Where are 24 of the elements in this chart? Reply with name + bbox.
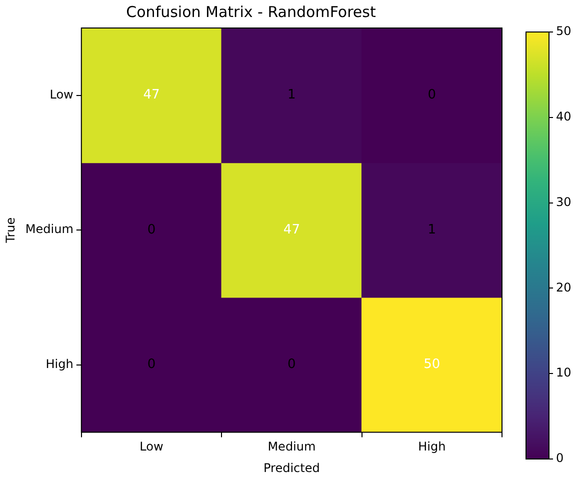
color-bar-label: 30 xyxy=(556,194,572,209)
x-axis-title: Predicted xyxy=(264,460,320,475)
y-tick-label: Low xyxy=(50,87,74,102)
data-label: 50 xyxy=(424,357,440,372)
color-bar-label: 50 xyxy=(556,24,572,38)
x-tick-label: Medium xyxy=(268,440,316,454)
data-label: 0 xyxy=(428,88,436,103)
color-bar-label: 0 xyxy=(556,451,564,466)
data-label: 1 xyxy=(428,222,436,238)
data-label: 0 xyxy=(147,357,156,372)
chart-title: Confusion Matrix - RandomForest xyxy=(126,2,376,21)
y-axis-title: True xyxy=(3,217,18,244)
color-bar-label: 10 xyxy=(556,366,572,380)
data-label: 0 xyxy=(288,357,296,372)
data-label: 1 xyxy=(288,88,296,103)
x-tick-label: High xyxy=(418,440,446,454)
data-label: 47 xyxy=(283,222,300,238)
data-label: 47 xyxy=(143,88,160,103)
data-label: 0 xyxy=(147,222,156,238)
color-bar-label: 40 xyxy=(556,110,572,124)
y-tick-label: High xyxy=(46,356,74,371)
x-tick-label: Low xyxy=(140,440,164,454)
y-tick-label: Medium xyxy=(25,222,74,236)
color-bar-label: 20 xyxy=(556,280,572,294)
